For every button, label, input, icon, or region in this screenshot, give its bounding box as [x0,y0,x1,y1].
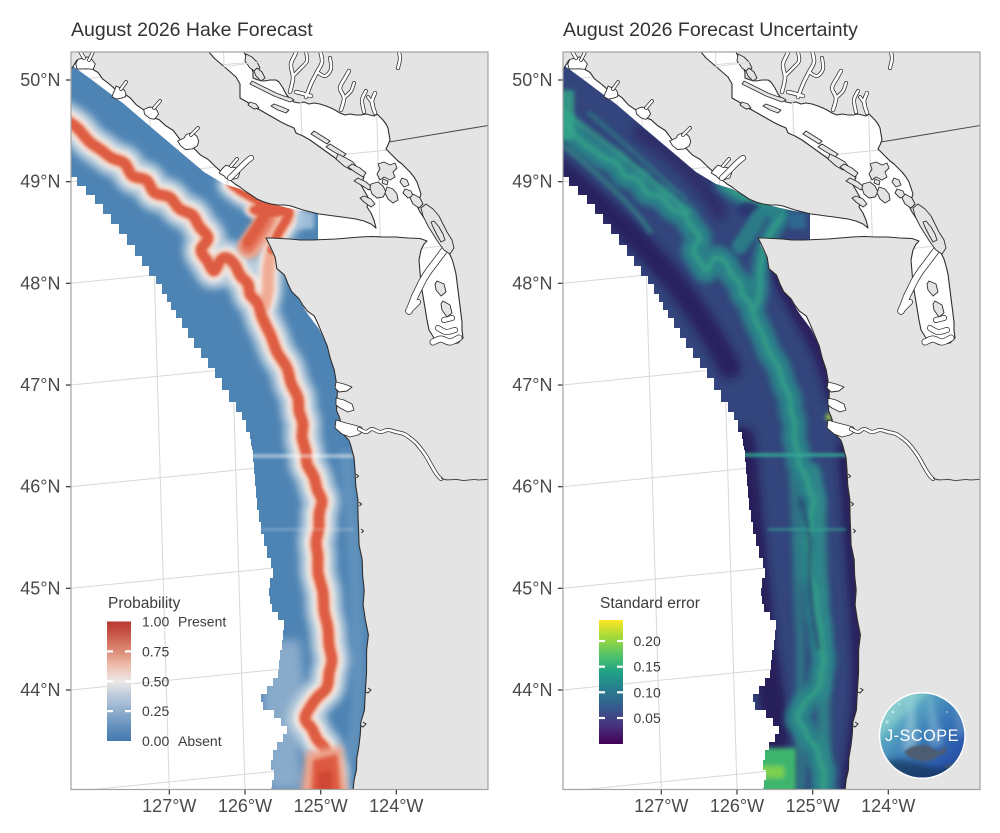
svg-text:August 2026 Forecast Uncertain: August 2026 Forecast Uncertainty [563,19,858,41]
svg-text:124°W: 124°W [369,796,423,816]
svg-text:47°N: 47°N [20,375,60,395]
svg-text:0.05: 0.05 [634,710,661,726]
svg-text:46°N: 46°N [512,477,552,497]
svg-text:46°N: 46°N [20,477,60,497]
svg-text:J-SCOPE: J-SCOPE [885,727,959,745]
svg-text:August 2026 Hake Forecast: August 2026 Hake Forecast [71,19,313,41]
svg-text:49°N: 49°N [20,172,60,192]
svg-text:0.00: 0.00 [142,733,169,749]
svg-text:127°W: 127°W [634,796,688,816]
svg-text:Absent: Absent [178,733,222,749]
svg-text:Standard error: Standard error [600,595,700,612]
svg-text:1.00: 1.00 [142,614,169,630]
svg-text:124°W: 124°W [861,796,915,816]
svg-text:48°N: 48°N [512,273,552,293]
svg-text:50°N: 50°N [512,70,552,90]
svg-text:Probability: Probability [108,595,181,612]
svg-text:0.75: 0.75 [142,643,169,659]
svg-text:44°N: 44°N [20,680,60,700]
svg-text:49°N: 49°N [512,172,552,192]
svg-text:50°N: 50°N [20,70,60,90]
svg-text:0.50: 0.50 [142,673,169,689]
svg-text:44°N: 44°N [512,680,552,700]
svg-text:48°N: 48°N [20,273,60,293]
svg-text:0.25: 0.25 [142,703,169,719]
svg-text:45°N: 45°N [20,578,60,598]
svg-text:125°W: 125°W [786,796,840,816]
svg-text:125°W: 125°W [294,796,348,816]
svg-text:126°W: 126°W [710,796,764,816]
svg-text:0.15: 0.15 [634,659,661,675]
svg-text:127°W: 127°W [142,796,196,816]
svg-text:Present: Present [178,614,226,630]
svg-text:45°N: 45°N [512,578,552,598]
svg-text:47°N: 47°N [512,375,552,395]
svg-text:0.10: 0.10 [634,684,661,700]
svg-text:0.20: 0.20 [634,633,661,649]
svg-text:126°W: 126°W [218,796,272,816]
